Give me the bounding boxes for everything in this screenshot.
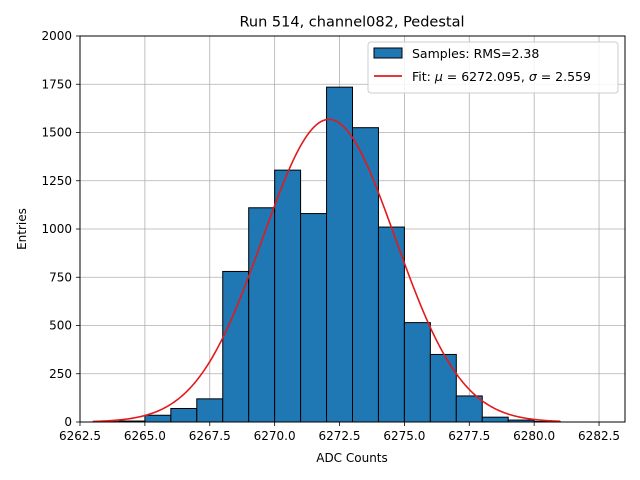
legend: Samples: RMS=2.38 Fit: μ = 6272.095, σ =… — [367, 41, 619, 94]
x-tick-label: 6272.5 — [319, 429, 361, 443]
x-tick-label: 6277.5 — [448, 429, 490, 443]
x-tick-label: 6282.5 — [578, 429, 620, 443]
histogram-bar — [403, 322, 431, 423]
x-axis-label: ADC Counts — [316, 451, 388, 465]
legend-histogram-label: Samples: RMS=2.38 — [412, 46, 539, 61]
y-tick-label: 1500 — [41, 126, 72, 140]
y-axis-ticks: 0 250 500 750 1000 1250 1500 1750 2000 — [41, 29, 80, 429]
x-tick-label: 6265.0 — [124, 429, 166, 443]
histogram-bar — [300, 213, 328, 423]
histogram-bar — [274, 169, 302, 423]
y-tick-label: 500 — [49, 319, 72, 333]
y-axis-label: Entries — [15, 208, 29, 250]
histogram-bar — [352, 127, 379, 423]
histogram-bar — [481, 416, 509, 423]
chart-title: Run 514, channel082, Pedestal — [239, 15, 464, 31]
x-tick-label: 6267.5 — [189, 429, 231, 443]
x-axis-ticks: 6262.5 6265.0 6267.5 6270.0 6272.5 6275.0 6277… — [59, 422, 620, 443]
x-tick-label: 6275.0 — [383, 429, 425, 443]
y-tick-label: 2000 — [41, 29, 72, 43]
y-tick-label: 250 — [49, 367, 72, 381]
legend-histogram-swatch — [373, 47, 403, 59]
y-tick-label: 0 — [64, 415, 72, 429]
histogram-bar — [144, 414, 172, 423]
legend-fit-label: Fit: μ = 6272.095, σ = 2.559 — [412, 69, 591, 84]
y-tick-label: 750 — [49, 270, 72, 284]
x-tick-label: 6280.0 — [513, 429, 555, 443]
legend-box — [367, 41, 619, 94]
y-tick-label: 1250 — [41, 174, 72, 188]
histogram-bar — [377, 226, 405, 423]
histogram-bar — [222, 270, 250, 423]
y-tick-label: 1750 — [41, 77, 72, 91]
histogram-bar — [248, 207, 276, 423]
histogram-bar — [429, 353, 457, 423]
histogram-bar — [196, 398, 224, 423]
histogram-bar — [326, 86, 353, 423]
histogram-bar — [170, 407, 198, 423]
x-tick-label: 6270.0 — [254, 429, 296, 443]
fit-curve — [92, 118, 561, 423]
histogram-bar — [455, 395, 483, 423]
y-tick-label: 1000 — [41, 222, 72, 236]
x-tick-label: 6262.5 — [59, 429, 101, 443]
